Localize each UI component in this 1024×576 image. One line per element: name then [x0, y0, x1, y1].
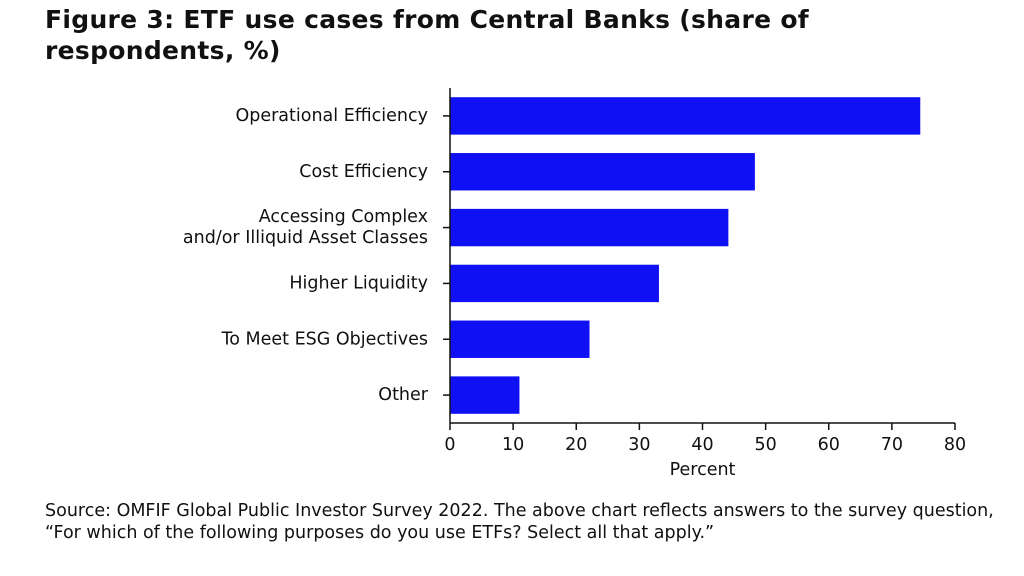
x-tick-label: 80	[944, 435, 966, 455]
chart-title: Figure 3: ETF use cases from Central Ban…	[45, 5, 809, 65]
category-labels-group: Operational Efficiency Cost Efficiency Acc…	[183, 106, 429, 405]
bar-4	[450, 320, 590, 358]
category-label: Accessing Complex	[259, 207, 428, 227]
bar-0	[450, 97, 921, 135]
x-tick-label: 10	[502, 435, 524, 455]
x-tick-label: 40	[691, 435, 713, 455]
bars-group	[450, 97, 921, 414]
x-tick-labels-group: 0 10 20 30 40 50 60 70 80	[444, 435, 966, 455]
x-tick-label: 50	[754, 435, 776, 455]
x-tick-label: 0	[444, 435, 455, 455]
x-axis-title: Percent	[670, 460, 736, 480]
x-tick-label: 30	[628, 435, 650, 455]
bar-3	[450, 264, 659, 303]
x-tick-label: 60	[818, 435, 840, 455]
source-note: Source: OMFIF Global Public Investor Sur…	[45, 501, 994, 543]
category-label: Higher Liquidity	[289, 273, 428, 293]
x-tick-label: 70	[881, 435, 903, 455]
x-tick-label: 20	[565, 435, 587, 455]
category-label: Operational Efficiency	[235, 106, 428, 126]
category-label: and/or Illiquid Asset Classes	[183, 228, 428, 248]
category-label: Other	[378, 385, 428, 405]
bar-2	[450, 208, 729, 247]
axes-group	[443, 88, 956, 430]
bar-5	[450, 376, 520, 414]
category-label: Cost Efficiency	[299, 162, 428, 182]
bar-1	[450, 153, 755, 191]
category-label: To Meet ESG Objectives	[221, 329, 428, 349]
